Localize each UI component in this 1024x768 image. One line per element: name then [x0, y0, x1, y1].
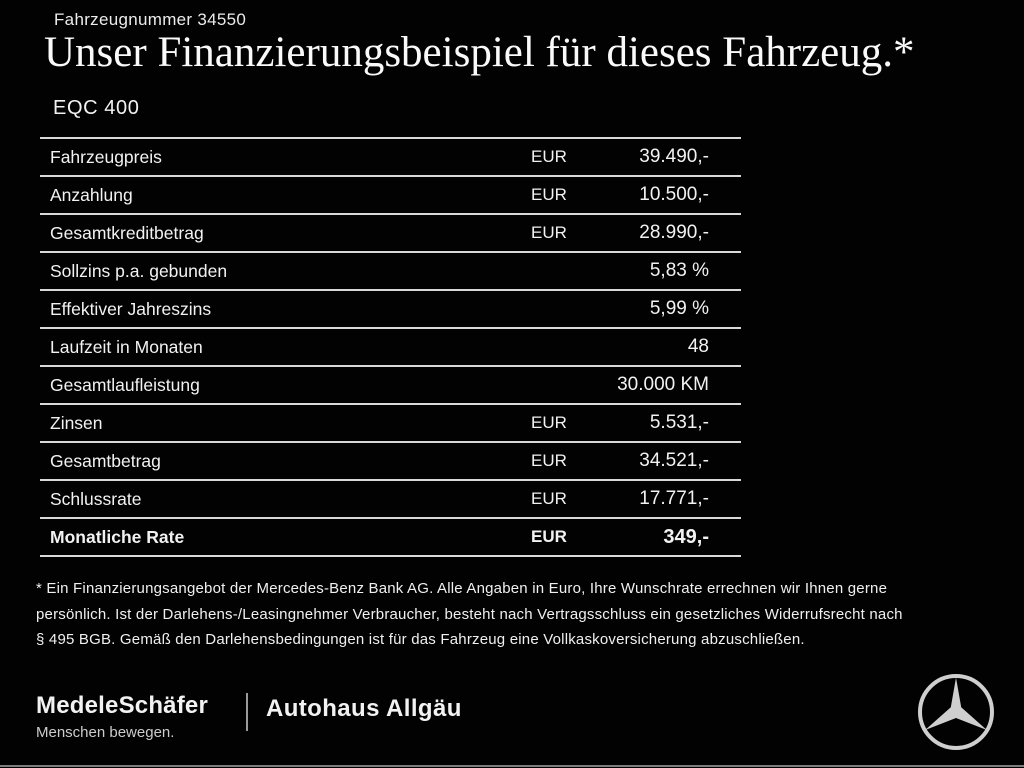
finance-footnote: * Ein Finanzierungsangebot der Mercedes-… — [36, 576, 903, 653]
finance-row-currency: EUR — [531, 223, 567, 242]
finance-row-label: Sollzins p.a. gebunden — [50, 260, 228, 281]
finance-table-row: Gesamtkreditbetrag EUR 28.990,- — [40, 213, 741, 251]
finance-row-label: Anzahlung — [50, 184, 133, 205]
footnote-line: § 495 BGB. Gemäß den Darlehensbedingunge… — [36, 631, 805, 648]
finance-row-label: Monatliche Rate — [50, 526, 185, 547]
finance-row-value: 28.990,- — [639, 222, 709, 243]
finance-table-row: Gesamtbetrag EUR 34.521,- — [40, 441, 741, 479]
finance-row-value: 30.000 KM — [617, 374, 709, 395]
finance-table: Fahrzeugpreis EUR 39.490,- Anzahlung EUR… — [40, 137, 741, 557]
bottom-divider — [0, 765, 1024, 767]
page-title: Unser Finanzierungsbeispiel für dieses F… — [44, 29, 915, 76]
finance-row-value: 349,- — [663, 525, 709, 548]
finance-row-value: 34.521,- — [639, 450, 709, 471]
dealer-partner-name: Autohaus Allgäu — [266, 695, 462, 722]
finance-row-currency: EUR — [531, 527, 567, 546]
finance-table-row: Monatliche Rate EUR 349,- — [40, 517, 741, 555]
finance-table-row: Fahrzeugpreis EUR 39.490,- — [40, 137, 741, 175]
finance-row-currency: EUR — [531, 185, 567, 204]
finance-row-currency: EUR — [531, 489, 567, 508]
footnote-line: persönlich. Ist der Darlehens-/Leasingne… — [36, 605, 903, 623]
vehicle-model: EQC 400 — [53, 97, 140, 119]
finance-row-value: 5,83 % — [649, 260, 709, 281]
finance-row-value: 17.771,- — [639, 488, 709, 509]
finance-row-label: Fahrzeugpreis — [50, 146, 162, 167]
finance-row-value: 39.490,- — [639, 146, 709, 167]
finance-table-row: Zinsen EUR 5.531,- — [40, 403, 741, 441]
finance-row-currency: EUR — [531, 413, 567, 432]
dealer-name: MedeleSchäfer — [36, 692, 209, 719]
finance-row-label: Laufzeit in Monaten — [50, 336, 203, 357]
mercedes-star-icon — [918, 674, 994, 750]
finance-row-value: 10.500,- — [639, 184, 709, 205]
finance-row-label: Effektiver Jahreszins — [50, 298, 212, 319]
footnote-line: * Ein Finanzierungsangebot der Mercedes-… — [36, 580, 888, 597]
finance-row-value: 5.531,- — [649, 412, 709, 433]
dealer-tagline: Menschen bewegen. — [36, 724, 175, 741]
finance-row-label: Schlussrate — [50, 488, 142, 509]
finance-row-label: Gesamtkreditbetrag — [50, 222, 204, 243]
finance-table-row: Effektiver Jahreszins 5,99 % — [40, 289, 741, 327]
vehicle-number: Fahrzeugnummer 34550 — [54, 10, 247, 29]
finance-row-value: 48 — [687, 336, 709, 357]
finance-table-row: Schlussrate EUR 17.771,- — [40, 479, 741, 517]
footer: MedeleSchäfer Menschen bewegen. Autohaus… — [36, 690, 988, 746]
finance-table-row: Sollzins p.a. gebunden 5,83 % — [40, 251, 741, 289]
footer-divider — [246, 693, 248, 731]
finance-table-row: Anzahlung EUR 10.500,- — [40, 175, 741, 213]
finance-table-row: Gesamtlaufleistung 30.000 KM — [40, 365, 741, 403]
finance-row-value: 5,99 % — [649, 298, 709, 319]
finance-row-currency: EUR — [531, 451, 567, 470]
finance-row-label: Gesamtlaufleistung — [50, 374, 200, 395]
finance-row-label: Zinsen — [50, 412, 103, 433]
finance-row-currency: EUR — [531, 147, 567, 166]
finance-table-row: Laufzeit in Monaten 48 — [40, 327, 741, 365]
finance-row-label: Gesamtbetrag — [50, 450, 161, 471]
